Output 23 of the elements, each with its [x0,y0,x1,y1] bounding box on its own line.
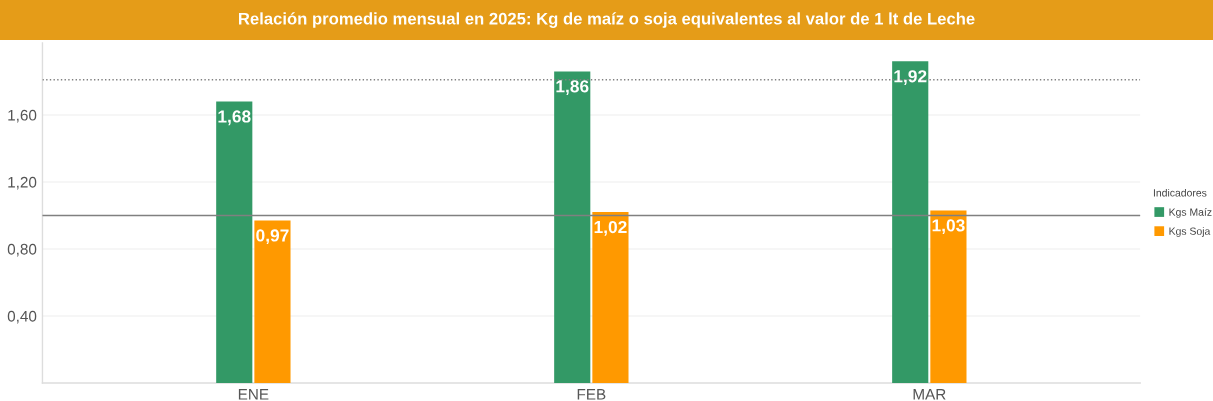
bar [930,210,967,383]
bar [216,101,253,383]
y-tick-label: 1,20 [8,176,37,190]
x-tick-label: FEB [577,389,606,400]
data-label: 1,02 [594,220,627,236]
chart-title: Relación promedio mensual en 2025: Kg de maíz o soja equivalentes al valor de 1 lt de Leche [239,12,975,28]
y-tick-label: 0,40 [7,310,37,324]
bar [892,61,929,383]
legend-label: Kgs Soja [1169,227,1211,237]
data-label: 1,86 [556,80,589,95]
y-tick-label: 1,60 [8,109,37,123]
legend-title: Indicadores [1153,188,1207,197]
bar [554,71,591,383]
bar [592,212,629,383]
data-label: 1,03 [932,219,965,235]
data-label: 1,92 [894,70,927,85]
x-tick-label: MAR [913,389,946,400]
legend-label: Kgs Maíz [1169,208,1212,218]
bar [254,220,291,383]
data-label: 1,68 [218,110,251,126]
data-label: 0,97 [256,229,289,245]
y-tick-label: 0,80 [7,243,37,257]
x-tick-label: ENE [238,389,269,400]
